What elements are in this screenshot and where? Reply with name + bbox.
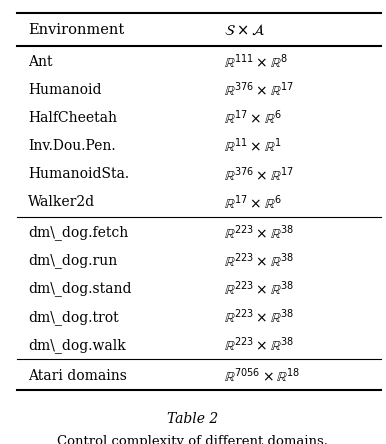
- Text: $\mathbb{R}^{223} \times \mathbb{R}^{38}$: $\mathbb{R}^{223} \times \mathbb{R}^{38}…: [223, 308, 294, 326]
- Text: HumanoidSta.: HumanoidSta.: [28, 167, 129, 181]
- Text: dm\_dog.run: dm\_dog.run: [28, 254, 117, 269]
- Text: HalfCheetah: HalfCheetah: [28, 111, 117, 125]
- Text: $\mathbb{R}^{17} \times \mathbb{R}^{6}$: $\mathbb{R}^{17} \times \mathbb{R}^{6}$: [223, 109, 282, 127]
- Text: $\mathbb{R}^{17} \times \mathbb{R}^{6}$: $\mathbb{R}^{17} \times \mathbb{R}^{6}$: [223, 193, 282, 211]
- Text: Atari domains: Atari domains: [28, 369, 127, 383]
- Text: dm\_dog.stand: dm\_dog.stand: [28, 281, 132, 297]
- Text: $\mathbb{R}^{7056} \times \mathbb{R}^{18}$: $\mathbb{R}^{7056} \times \mathbb{R}^{18…: [223, 367, 300, 385]
- Text: Table 2: Table 2: [168, 412, 218, 426]
- Text: $\mathbb{R}^{111} \times \mathbb{R}^{8}$: $\mathbb{R}^{111} \times \mathbb{R}^{8}$: [223, 53, 288, 71]
- Text: dm\_dog.trot: dm\_dog.trot: [28, 309, 119, 325]
- Text: Inv.Dou.Pen.: Inv.Dou.Pen.: [28, 139, 116, 153]
- Text: Walker2d: Walker2d: [28, 195, 95, 209]
- Text: Environment: Environment: [28, 23, 124, 37]
- Text: $\mathbb{R}^{223} \times \mathbb{R}^{38}$: $\mathbb{R}^{223} \times \mathbb{R}^{38}…: [223, 252, 294, 270]
- Text: Ant: Ant: [28, 55, 53, 69]
- Text: Control complexity of different domains.: Control complexity of different domains.: [58, 435, 328, 444]
- Text: $\mathbb{R}^{223} \times \mathbb{R}^{38}$: $\mathbb{R}^{223} \times \mathbb{R}^{38}…: [223, 336, 294, 354]
- Text: $\mathbb{R}^{223} \times \mathbb{R}^{38}$: $\mathbb{R}^{223} \times \mathbb{R}^{38}…: [223, 224, 294, 242]
- Text: dm\_dog.fetch: dm\_dog.fetch: [28, 226, 129, 241]
- Text: $\mathbb{R}^{376} \times \mathbb{R}^{17}$: $\mathbb{R}^{376} \times \mathbb{R}^{17}…: [223, 165, 294, 183]
- Text: $\mathbb{R}^{11} \times \mathbb{R}^{1}$: $\mathbb{R}^{11} \times \mathbb{R}^{1}$: [223, 137, 281, 155]
- Text: Humanoid: Humanoid: [28, 83, 102, 97]
- Text: dm\_dog.walk: dm\_dog.walk: [28, 337, 126, 353]
- Text: $\mathbb{R}^{376} \times \mathbb{R}^{17}$: $\mathbb{R}^{376} \times \mathbb{R}^{17}…: [223, 81, 294, 99]
- Text: $\mathbb{R}^{223} \times \mathbb{R}^{38}$: $\mathbb{R}^{223} \times \mathbb{R}^{38}…: [223, 280, 294, 298]
- Text: $\mathcal{S} \times \mathcal{A}$: $\mathcal{S} \times \mathcal{A}$: [223, 23, 265, 37]
